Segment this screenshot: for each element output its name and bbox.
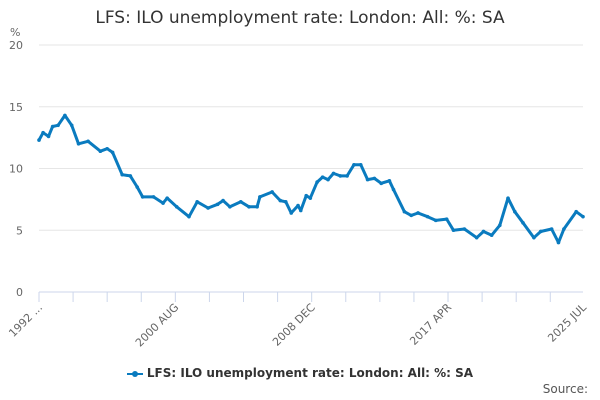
x-tick-label: 2017 APR (407, 301, 454, 348)
data-point (120, 172, 124, 177)
data-point (76, 142, 81, 146)
data-point (308, 196, 313, 200)
data-point (247, 204, 251, 209)
y-tick-label: 5 (16, 224, 23, 237)
data-point (56, 123, 60, 128)
x-tick-label: 2000 AUG (133, 301, 182, 350)
data-point (69, 123, 74, 128)
data-point (128, 174, 133, 178)
data-point (489, 233, 494, 237)
data-point (206, 206, 210, 210)
data-point (498, 223, 502, 228)
data-point (228, 204, 232, 209)
data-point (255, 204, 259, 209)
y-tick-label: 20 (9, 39, 23, 52)
data-point (506, 196, 510, 200)
data-point (358, 162, 363, 167)
legend-line-marker-icon (126, 370, 143, 377)
data-point (562, 227, 566, 231)
data-point (409, 213, 414, 218)
data-point (135, 185, 139, 189)
data-point (379, 181, 384, 186)
data-point (195, 200, 199, 204)
data-point (352, 162, 356, 167)
data-point (391, 187, 396, 192)
data-point (462, 227, 467, 231)
data-point (549, 227, 554, 231)
x-tick-label: 2025 JUL (545, 300, 589, 344)
data-point (187, 214, 191, 219)
data-point (304, 193, 309, 198)
data-point (278, 198, 283, 203)
data-point (41, 130, 45, 135)
data-point (365, 177, 370, 182)
data-point (289, 211, 294, 215)
data-point (98, 149, 103, 154)
data-point (556, 240, 561, 245)
data-point (105, 146, 109, 151)
data-point (387, 179, 392, 183)
legend[interactable]: LFS: ILO unemployment rate: London: All:… (0, 366, 600, 380)
data-point (298, 208, 303, 213)
data-point (238, 200, 243, 204)
data-point (215, 202, 220, 207)
data-point (270, 190, 274, 194)
data-point (50, 124, 55, 129)
source-label: Source: (542, 382, 588, 396)
data-point (174, 204, 179, 209)
data-point (345, 174, 349, 178)
data-point (258, 195, 262, 199)
data-point (513, 209, 517, 214)
data-point (315, 180, 319, 184)
data-point (451, 228, 456, 233)
data-point (296, 203, 300, 208)
data-point (474, 235, 479, 240)
data-point (581, 214, 585, 219)
data-point (161, 201, 165, 205)
x-tick-label: 2008 DEC (270, 301, 318, 349)
data-point (320, 175, 325, 179)
data-point (574, 209, 578, 214)
y-tick-label: 0 (16, 286, 23, 299)
chart-title: LFS: ILO unemployment rate: London: All:… (95, 8, 505, 28)
data-point (165, 196, 169, 200)
data-point (63, 113, 67, 118)
data-point (140, 195, 145, 199)
data-point (338, 174, 343, 178)
data-point (86, 139, 90, 144)
data-point (372, 176, 377, 181)
data-point (46, 134, 51, 139)
data-point (221, 198, 225, 203)
data-point (538, 229, 543, 234)
data-point (521, 221, 525, 225)
data-point (416, 211, 420, 215)
data-point (444, 217, 449, 221)
data-point (151, 195, 156, 199)
y-tick-label: 15 (9, 101, 23, 114)
data-point (283, 200, 288, 204)
legend-label: LFS: ILO unemployment rate: London: All:… (146, 366, 474, 380)
data-point (532, 235, 536, 240)
data-point (110, 150, 115, 155)
data-point (37, 138, 41, 142)
data-point (326, 177, 330, 182)
y-axis-unit-label: % (10, 26, 20, 39)
data-point (481, 229, 486, 234)
data-point (402, 209, 407, 214)
series-line (37, 113, 584, 245)
y-tick-label: 10 (9, 163, 23, 176)
x-tick-label: 1992 ... (6, 301, 45, 340)
data-point (425, 214, 430, 219)
data-point (433, 218, 438, 223)
data-point (331, 171, 336, 176)
